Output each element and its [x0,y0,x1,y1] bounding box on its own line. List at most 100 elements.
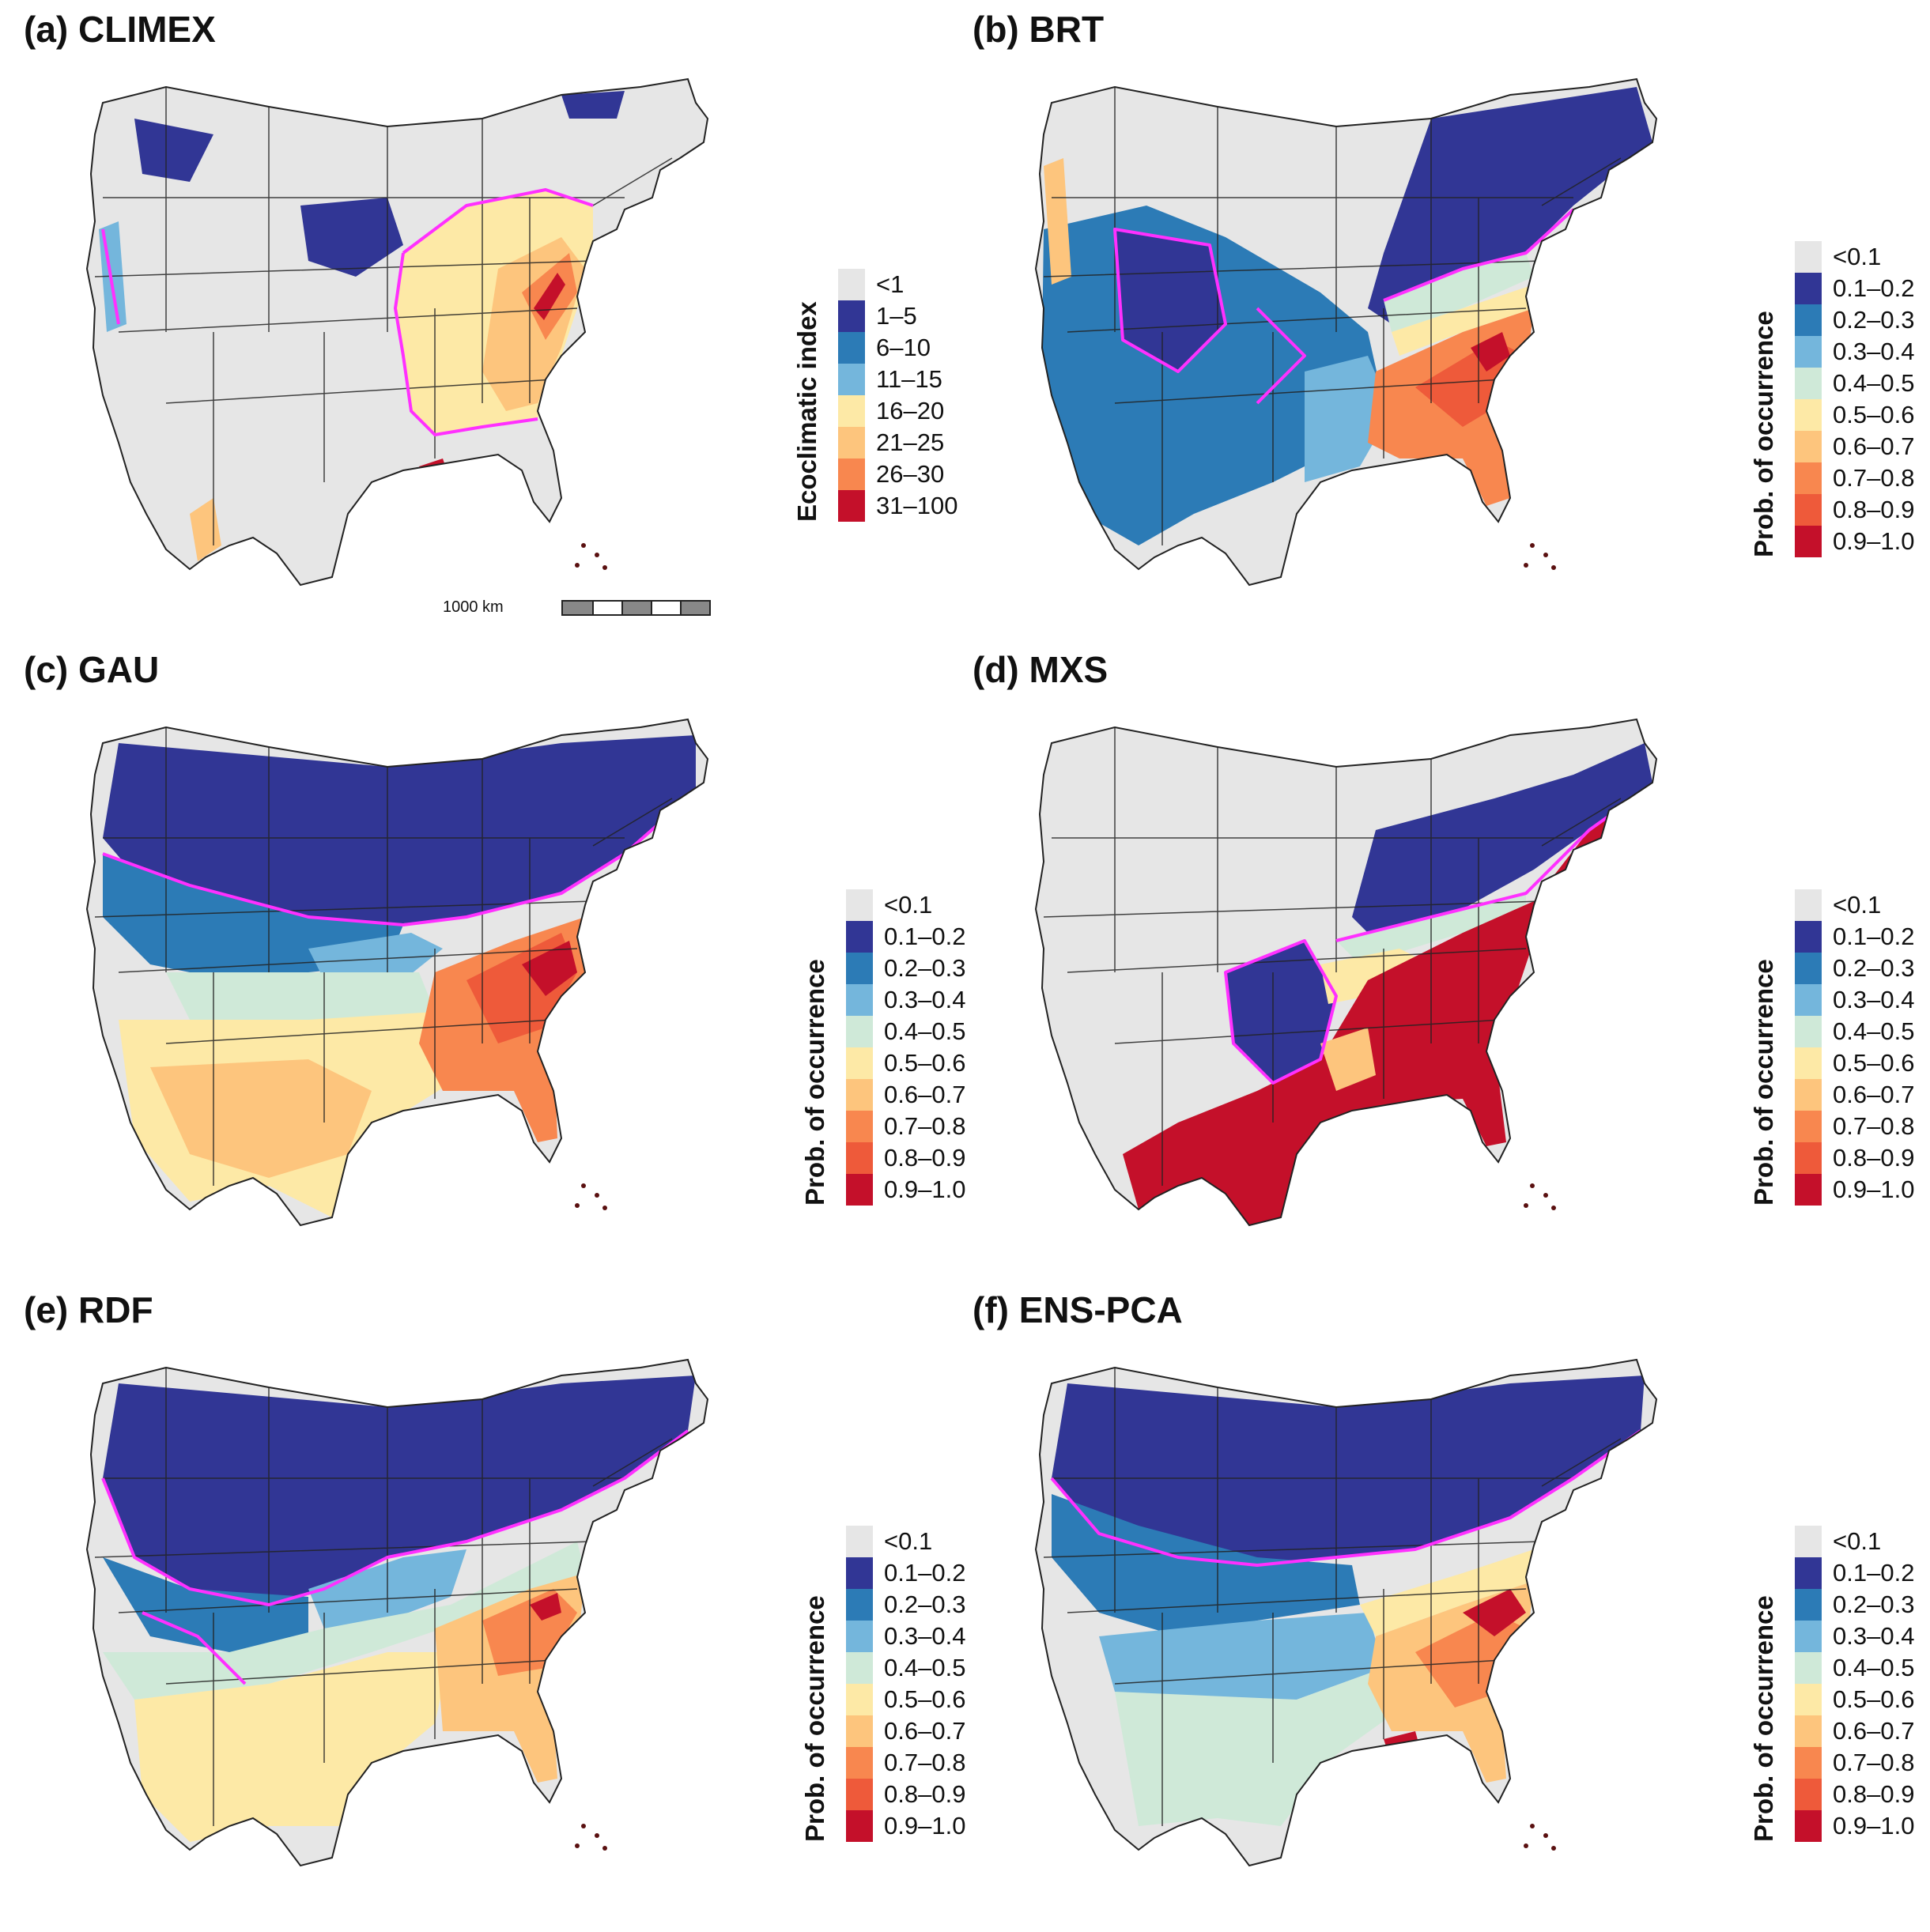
island [602,1846,607,1851]
legend-swatch [1795,889,1822,921]
legend-label: 0.9–1.0 [1833,1812,1915,1840]
map-zone [1052,1375,1645,1565]
legend-swatch [1795,336,1822,368]
legend-swatch [846,1779,873,1810]
coastline [1034,77,1658,587]
legend-label: 0.6–0.7 [884,1081,966,1108]
legend-label: 0.2–0.3 [884,954,966,982]
legend-label: 0.4–0.5 [1833,1017,1915,1045]
map-zone [103,1375,696,1605]
legend-swatch [846,1810,873,1842]
legend-swatch [846,1684,873,1715]
legend-swatch [1795,1079,1822,1111]
legend-swatch [1795,462,1822,494]
panel-d-mxs: (d) MXS <0.1 0.1–0.2 0.2–0.3 0.3–0.4 0.4–0.5… [973,648,1921,1281]
legend-swatch [1795,368,1822,399]
legend-swatch [846,1111,873,1142]
coastline [85,718,709,1227]
legend-swatch [1795,1652,1822,1684]
map-zone [300,198,403,277]
map-zone [308,933,443,980]
occurrence-boundary [1113,208,1575,405]
legend-swatch [846,1047,873,1079]
legend-swatch [1795,304,1822,336]
map-zone [1471,332,1510,372]
legend-swatch [846,1079,873,1111]
map [85,1358,709,1867]
map-zone [522,941,577,996]
legend: <1 1–5 6–10 11–15 16–20 21–25 26–30 31–100 Ecocl… [775,269,957,617]
legend-label: 0.9–1.0 [1833,1175,1915,1203]
legend-title: Ecoclimatic index [792,301,821,522]
legend: <0.1 0.1–0.2 0.2–0.3 0.3–0.4 0.4–0.5 0.5–0.6 0… [1732,889,1915,1253]
legend-label: 26–30 [876,460,945,488]
panel-title: (f) ENS-PCA [973,1289,1183,1330]
panel-title: (a) CLIMEX [24,9,216,50]
map-zone [1115,1668,1392,1826]
map-zone [1384,253,1534,332]
map-raster [87,719,708,1225]
legend-label: 0.1–0.2 [1833,923,1915,950]
legend-title: Prob. of occurrence [800,1595,829,1842]
scale-bar-graphic [561,600,711,616]
legend-swatch [846,889,873,921]
legend-swatch [846,984,873,1016]
legend-label: <0.1 [1833,1527,1882,1555]
legend-swatch [1795,1526,1822,1557]
island [581,1824,586,1828]
legend-swatch [838,427,865,458]
panel-title: (e) RDF [24,1289,153,1330]
legend-label: 0.7–0.8 [884,1112,966,1140]
state-boundaries [1043,1368,1622,1826]
legend-swatch [846,1747,873,1779]
map-zone [103,735,696,925]
legend-swatch [1795,1557,1822,1589]
map-zone [134,119,213,182]
scale-bar: 1000 km [443,597,712,621]
panel-title: (d) MXS [973,649,1109,690]
legend-label: 0.6–0.7 [884,1717,966,1745]
legend-label: 0.2–0.3 [1833,306,1915,334]
map-raster [1036,79,1656,585]
map-zone [561,91,625,119]
map [85,77,709,587]
legend-label: 0.4–0.5 [884,1654,966,1681]
legend-swatch [838,490,865,522]
island [1524,1843,1528,1848]
legend-swatch [1795,494,1822,526]
legend-label: 0.4–0.5 [1833,369,1915,397]
island [1530,1183,1535,1188]
island [1543,1193,1548,1198]
legend-label: 6–10 [876,334,931,361]
legend-swatch [1795,1111,1822,1142]
legend-label: <1 [876,270,905,298]
map-zone [530,1593,561,1621]
occurrence-boundary [1050,1429,1642,1567]
legend-label: 0.5–0.6 [884,1685,966,1713]
legend-label: 0.2–0.3 [1833,954,1915,982]
coastline [85,77,709,587]
legend-swatch [846,1174,873,1206]
panel-e-rdf: (e) RDF <0.1 0.1–0.2 0.2–0.3 0.3–0.4 0.4–0.5… [24,1289,973,1921]
legend-label: 0.5–0.6 [1833,1049,1915,1077]
map-raster [1036,719,1656,1225]
legend-title: Prob. of occurrence [1749,1595,1778,1842]
legend-swatch [846,1557,873,1589]
island [1524,1203,1528,1208]
state-boundaries [1043,87,1622,545]
legend-swatch [1795,1715,1822,1747]
coastline [1034,718,1658,1227]
island [602,565,607,570]
island [1524,563,1528,568]
legend-swatch [1795,1747,1822,1779]
legend-label: 0.6–0.7 [1833,432,1915,460]
legend-swatch [838,364,865,395]
legend: <0.1 0.1–0.2 0.2–0.3 0.3–0.4 0.4–0.5 0.5–0.6 0… [783,1526,965,1889]
island [581,543,586,548]
map-raster [1036,1360,1656,1866]
map-zone [1392,285,1534,356]
map-zone [1044,158,1071,285]
legend-swatch [1795,526,1822,557]
island [581,1183,586,1188]
legend-swatch [1795,1016,1822,1047]
